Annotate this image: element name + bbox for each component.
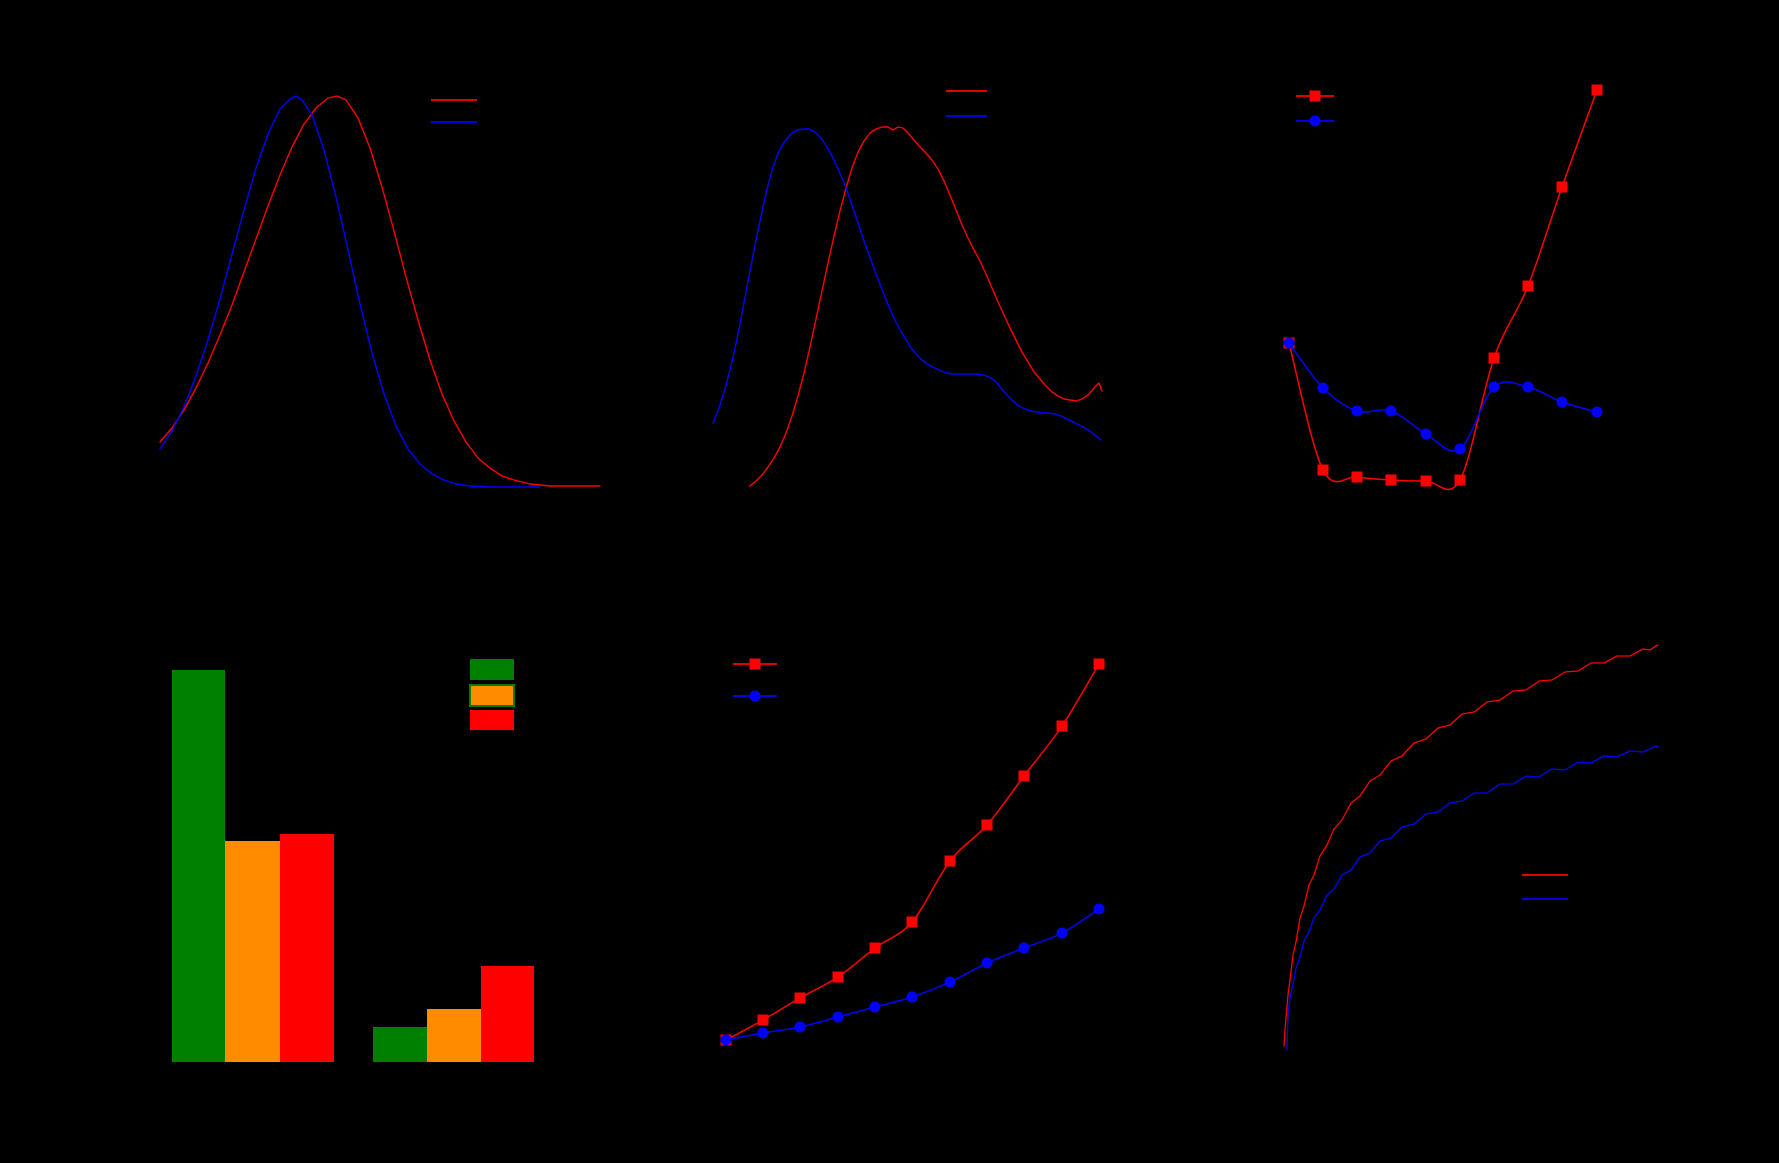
series-line-blue-circles-series xyxy=(1288,342,1598,452)
bar xyxy=(280,834,334,1062)
circle-marker xyxy=(1093,903,1105,915)
legend-top-left xyxy=(431,99,477,123)
legend-green-swatch xyxy=(470,659,514,680)
series-markers-red-squares-series xyxy=(720,658,1105,1046)
circle-marker xyxy=(906,991,918,1003)
subplot-bottom-right xyxy=(1283,644,1659,1051)
circle-marker xyxy=(1420,428,1432,440)
circle-marker xyxy=(794,1021,806,1033)
square-marker xyxy=(1018,770,1030,782)
legend-bottom-middle xyxy=(733,658,777,702)
bar xyxy=(373,1027,427,1062)
circle-marker xyxy=(981,957,993,969)
subplot-bottom-middle xyxy=(720,658,1105,1046)
series-line-blue-density-curve xyxy=(159,95,541,488)
square-marker xyxy=(869,942,881,954)
square-marker xyxy=(1522,280,1534,292)
bar xyxy=(225,841,280,1062)
subplot-top-left xyxy=(159,95,601,488)
square-marker xyxy=(1385,474,1397,486)
subplot-top-right xyxy=(1283,84,1603,491)
square-marker xyxy=(1420,475,1432,487)
legend-square-marker xyxy=(749,658,761,670)
square-marker xyxy=(906,916,918,928)
series-line-red-density-curve xyxy=(749,126,1103,487)
circle-marker xyxy=(1522,381,1534,393)
bar xyxy=(427,1009,481,1062)
circle-marker xyxy=(1385,405,1397,417)
circle-marker xyxy=(1351,405,1363,417)
subplot-top-middle xyxy=(712,90,1103,487)
circle-marker xyxy=(1454,443,1466,455)
square-marker xyxy=(1556,181,1568,193)
legend-bottom-left xyxy=(469,659,515,730)
circle-marker xyxy=(1317,382,1329,394)
legend-top-right xyxy=(1296,90,1334,127)
series-line-blue-density-curve xyxy=(712,128,1102,441)
legend-red-swatch xyxy=(470,710,514,730)
circle-marker xyxy=(869,1001,881,1013)
legend-orange-swatch xyxy=(469,684,515,707)
circle-marker xyxy=(757,1027,769,1039)
series-markers-blue-circles-series xyxy=(720,903,1105,1046)
bar xyxy=(172,670,225,1062)
series-line-red-log-curve xyxy=(1283,644,1659,1047)
legend-top-middle xyxy=(946,90,987,117)
legend-circle-marker xyxy=(749,690,761,702)
legend-square-marker xyxy=(1309,90,1321,102)
circle-marker xyxy=(1056,927,1068,939)
square-marker xyxy=(794,992,806,1004)
circle-marker xyxy=(720,1034,732,1046)
circle-marker xyxy=(832,1011,844,1023)
square-marker xyxy=(1093,658,1105,670)
square-marker xyxy=(1056,720,1068,732)
square-marker xyxy=(1454,474,1466,486)
square-marker xyxy=(981,819,993,831)
square-marker xyxy=(1488,352,1500,364)
square-marker xyxy=(1591,84,1603,96)
bar xyxy=(481,966,534,1062)
subplot-bottom-left xyxy=(172,659,534,1062)
square-marker xyxy=(832,971,844,983)
square-marker xyxy=(944,855,956,867)
square-marker xyxy=(757,1014,769,1026)
series-line-blue-log-curve xyxy=(1286,745,1659,1051)
square-marker xyxy=(1351,471,1363,483)
circle-marker xyxy=(1556,396,1568,408)
series-markers-blue-circles-series xyxy=(1283,337,1603,455)
circle-marker xyxy=(1018,942,1030,954)
series-line-red-density-curve xyxy=(159,95,601,487)
circle-marker xyxy=(1488,381,1500,393)
circle-marker xyxy=(1283,337,1295,349)
square-marker xyxy=(1317,464,1329,476)
legend-circle-marker xyxy=(1309,115,1321,127)
circle-marker xyxy=(944,976,956,988)
circle-marker xyxy=(1591,406,1603,418)
legend-bottom-right xyxy=(1522,874,1568,900)
